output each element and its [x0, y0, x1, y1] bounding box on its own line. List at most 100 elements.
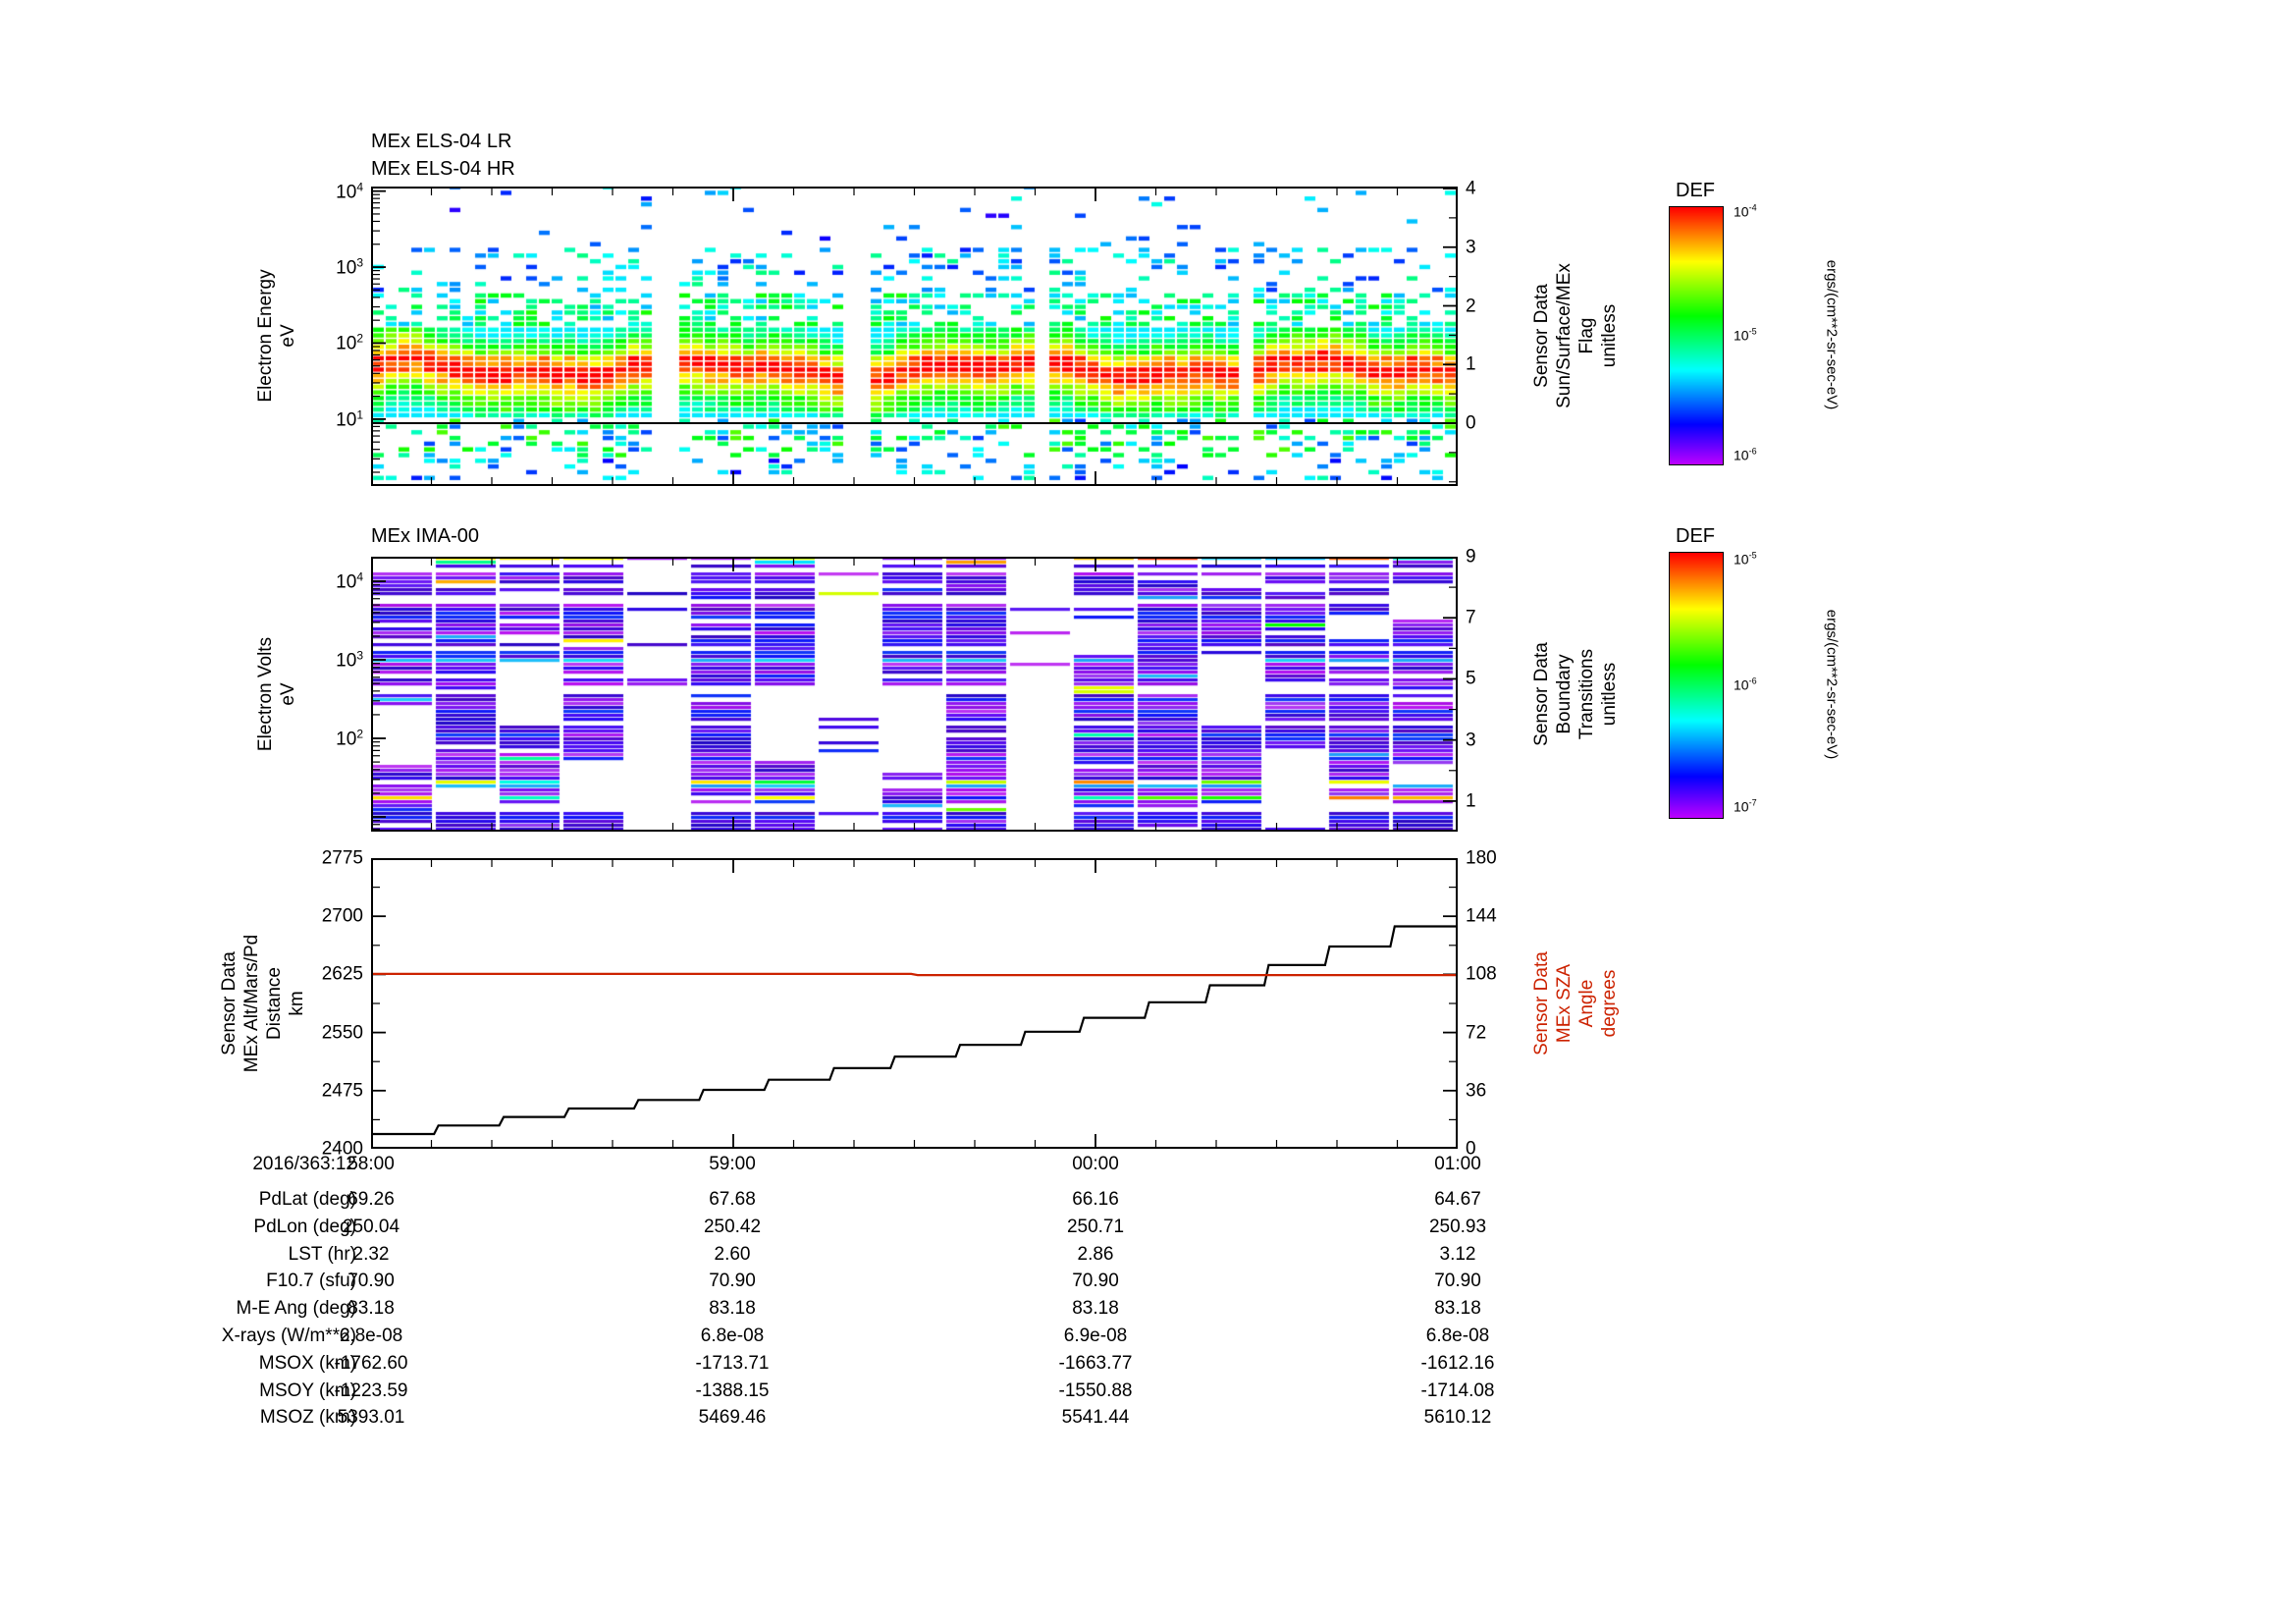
flag-tick-label: 0 [1466, 412, 1476, 434]
table-cell: -1223.59 [334, 1380, 408, 1401]
colorbar2-tick-label: 10-7 [1734, 797, 1757, 815]
boundary-axis-label: Sensor Data Boundary Transitions unitles… [1531, 642, 1620, 746]
altitude-tick-label: 2475 [321, 1080, 363, 1102]
time-tick-label: 59:00 [709, 1154, 756, 1174]
ima-y-axis-label: Electron Volts eV [255, 636, 298, 752]
table-cell: -1663.77 [1058, 1352, 1133, 1374]
ima-ytick-label: 102 [336, 727, 363, 750]
table-cell: 250.71 [1066, 1216, 1125, 1237]
els-ytick-label: 102 [336, 331, 363, 355]
colorbar2-title: DEF [1676, 525, 1715, 547]
table-cell: 3.12 [1439, 1243, 1476, 1265]
els-spectrogram-canvas [371, 187, 1458, 486]
table-row-label: PdLat (deg) [258, 1189, 356, 1210]
table-cell: 5469.46 [698, 1407, 767, 1429]
altitude-tick-label: 2775 [321, 847, 363, 869]
altitude-axis-label: Sensor Data MEx Alt/Mars/Pd Distance km [219, 934, 307, 1073]
colorbar1 [1669, 206, 1724, 465]
table-row-label: PdLon (deg) [253, 1216, 356, 1237]
table-cell: 69.26 [347, 1189, 395, 1210]
table-cell: -1612.16 [1420, 1352, 1495, 1374]
alt-sza-panel-axes [371, 858, 1458, 1149]
sza-axis-label: Sensor Data MEx SZA Angle degrees [1531, 951, 1620, 1055]
altitude-tick-label: 2700 [321, 905, 363, 927]
table-cell: -1550.88 [1058, 1380, 1133, 1401]
mex-sza-line [371, 972, 1458, 977]
table-cell: 250.04 [342, 1216, 400, 1237]
table-cell: 6.8e-08 [339, 1325, 403, 1346]
els-panel-axes [371, 187, 1458, 486]
colorbar2-tick-label: 10-6 [1734, 676, 1757, 693]
colorbar1-tick-label: 10-4 [1734, 202, 1757, 220]
table-cell: 70.90 [1434, 1271, 1481, 1292]
time-tick-label: 00:00 [1072, 1154, 1119, 1174]
els-ytick-label: 101 [336, 407, 363, 431]
ima-panel-axes [371, 557, 1458, 832]
colorbar1-units-label: ergs/(cm**2-sr-sec-eV) [1823, 259, 1841, 410]
colorbar1-tick-label: 10-5 [1734, 326, 1757, 344]
els-ytick-label: 103 [336, 255, 363, 279]
altitude-tick-label: 2400 [321, 1138, 363, 1160]
boundary-tick-label: 7 [1466, 607, 1476, 628]
table-cell: 5393.01 [337, 1407, 405, 1429]
sza-tick-label: 180 [1466, 847, 1497, 869]
ima-ytick-label: 104 [336, 569, 363, 593]
els-title-hr: MEx ELS-04 HR [371, 158, 515, 180]
table-cell: 250.93 [1428, 1216, 1487, 1237]
altitude-tick-label: 2550 [321, 1022, 363, 1044]
table-row-label: LST (hr) [288, 1243, 356, 1265]
table-cell: 5610.12 [1423, 1407, 1492, 1429]
table-cell: 2.32 [352, 1243, 390, 1265]
ima-title: MEx IMA-00 [371, 525, 480, 547]
table-row-label: F10.7 (sfu) [266, 1271, 356, 1292]
table-cell: 83.18 [1072, 1298, 1119, 1320]
altitude-tick-label: 2625 [321, 963, 363, 985]
flag-tick-label: 1 [1466, 353, 1476, 375]
table-row-label: MSOX (km) [258, 1352, 356, 1374]
table-cell: -1388.15 [695, 1380, 770, 1401]
time-tick-label: 01:00 [1434, 1154, 1481, 1174]
flag-axis-label: Sensor Data Sun/Surface/MEx Flag unitles… [1531, 263, 1620, 408]
sza-tick-label: 36 [1466, 1080, 1487, 1102]
colorbar1-title: DEF [1676, 180, 1715, 201]
boundary-tick-label: 1 [1466, 790, 1476, 812]
table-row-label: MSOY (km) [259, 1380, 356, 1401]
table-cell: 5541.44 [1061, 1407, 1130, 1429]
sza-tick-label: 0 [1466, 1138, 1476, 1160]
sza-tick-label: 144 [1466, 905, 1497, 927]
table-row-label: M-E Ang (deg) [236, 1298, 357, 1320]
els-ytick-label: 104 [336, 179, 363, 203]
flag-tick-label: 4 [1466, 178, 1476, 199]
ima-spectrogram-canvas [371, 557, 1458, 832]
table-cell: 83.18 [709, 1298, 756, 1320]
table-cell: 70.90 [709, 1271, 756, 1292]
els-y-axis-label: Electron Energy eV [255, 269, 298, 403]
table-cell: 83.18 [1434, 1298, 1481, 1320]
table-cell: 70.90 [347, 1271, 395, 1292]
colorbar2 [1669, 552, 1724, 819]
ima-ytick-label: 103 [336, 648, 363, 672]
mex-altitude-line [371, 925, 1458, 1136]
table-cell: -1762.60 [334, 1352, 408, 1374]
colorbar2-tick-label: 10-5 [1734, 550, 1757, 568]
flag-tick-label: 2 [1466, 296, 1476, 316]
table-cell: -1714.08 [1420, 1380, 1495, 1401]
date-label: 2016/363:12 [252, 1154, 356, 1174]
sza-tick-label: 108 [1466, 963, 1497, 985]
colorbar2-units-label: ergs/(cm**2-sr-sec-eV) [1823, 609, 1841, 760]
table-cell: -1713.71 [695, 1352, 770, 1374]
flag-tick-label: 3 [1466, 237, 1476, 258]
boundary-tick-label: 3 [1466, 730, 1476, 751]
table-cell: 6.9e-08 [1063, 1325, 1128, 1346]
els-title-lr: MEx ELS-04 LR [371, 131, 512, 152]
table-cell: 70.90 [1072, 1271, 1119, 1292]
table-cell: 6.8e-08 [1425, 1325, 1490, 1346]
table-cell: 64.67 [1434, 1189, 1481, 1210]
table-row-label: X-rays (W/m**2) [221, 1325, 356, 1346]
sza-tick-label: 72 [1466, 1022, 1487, 1044]
table-cell: 2.60 [714, 1243, 751, 1265]
table-cell: 83.18 [347, 1298, 395, 1320]
boundary-tick-label: 5 [1466, 668, 1476, 689]
table-cell: 67.68 [709, 1189, 756, 1210]
